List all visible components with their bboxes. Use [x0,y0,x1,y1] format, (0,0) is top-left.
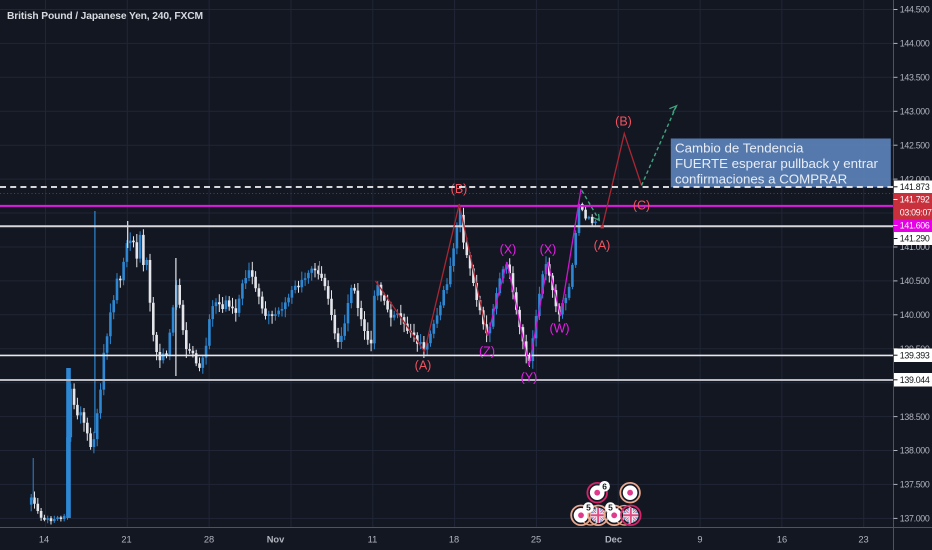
svg-text:141.606: 141.606 [900,221,930,231]
svg-text:140.000: 140.000 [900,310,930,320]
svg-text:144.500: 144.500 [900,5,930,15]
svg-text:11: 11 [368,535,378,545]
svg-text:(A): (A) [415,359,432,373]
svg-text:5: 5 [586,503,591,513]
svg-text:(W): (W) [549,322,569,336]
svg-text:FUERTE esperar pullback y entr: FUERTE esperar pullback y entrar [675,156,879,171]
svg-text:140.500: 140.500 [900,276,930,286]
svg-text:Cambio de Tendencia: Cambio de Tendencia [675,140,804,155]
svg-text:137.500: 137.500 [900,480,930,490]
svg-text:141.873: 141.873 [900,182,930,192]
svg-text:(A): (A) [594,239,611,253]
svg-text:18: 18 [449,535,459,545]
svg-text:03:09:07: 03:09:07 [900,208,932,218]
svg-text:Nov: Nov [267,535,285,545]
svg-text:5: 5 [608,503,613,513]
svg-text:Dec: Dec [605,535,622,545]
svg-text:28: 28 [204,535,214,545]
svg-text:6: 6 [602,481,607,491]
svg-text:138.500: 138.500 [900,412,930,422]
svg-text:(B): (B) [451,182,468,196]
svg-text:confirmaciones a COMPRAR: confirmaciones a COMPRAR [675,172,847,187]
svg-text:21: 21 [121,535,131,545]
svg-text:141.000: 141.000 [900,242,930,252]
svg-text:142.500: 142.500 [900,140,930,150]
svg-text:(X): (X) [500,243,517,257]
svg-text:139.044: 139.044 [900,375,930,385]
svg-text:(Y): (Y) [521,371,538,385]
svg-text:(B): (B) [615,115,632,129]
svg-text:British Pound / Japanese Yen,: British Pound / Japanese Yen, 240, FXCM [7,11,203,22]
svg-text:(X): (X) [540,243,557,257]
svg-text:138.000: 138.000 [900,446,930,456]
svg-text:23: 23 [858,535,868,545]
svg-text:141.792: 141.792 [900,195,930,205]
svg-text:143.000: 143.000 [900,107,930,117]
svg-text:16: 16 [777,535,787,545]
svg-text:14: 14 [39,535,49,545]
svg-text:139.393: 139.393 [900,350,930,360]
svg-text:144.000: 144.000 [900,39,930,49]
svg-text:143.500: 143.500 [900,73,930,83]
svg-text:142.000: 142.000 [900,174,930,184]
svg-text:141.290: 141.290 [900,234,930,244]
svg-text:(Z): (Z) [479,345,495,359]
svg-text:9: 9 [697,535,702,545]
svg-text:25: 25 [531,535,541,545]
svg-text:137.000: 137.000 [900,514,930,524]
svg-text:(C): (C) [633,199,650,213]
